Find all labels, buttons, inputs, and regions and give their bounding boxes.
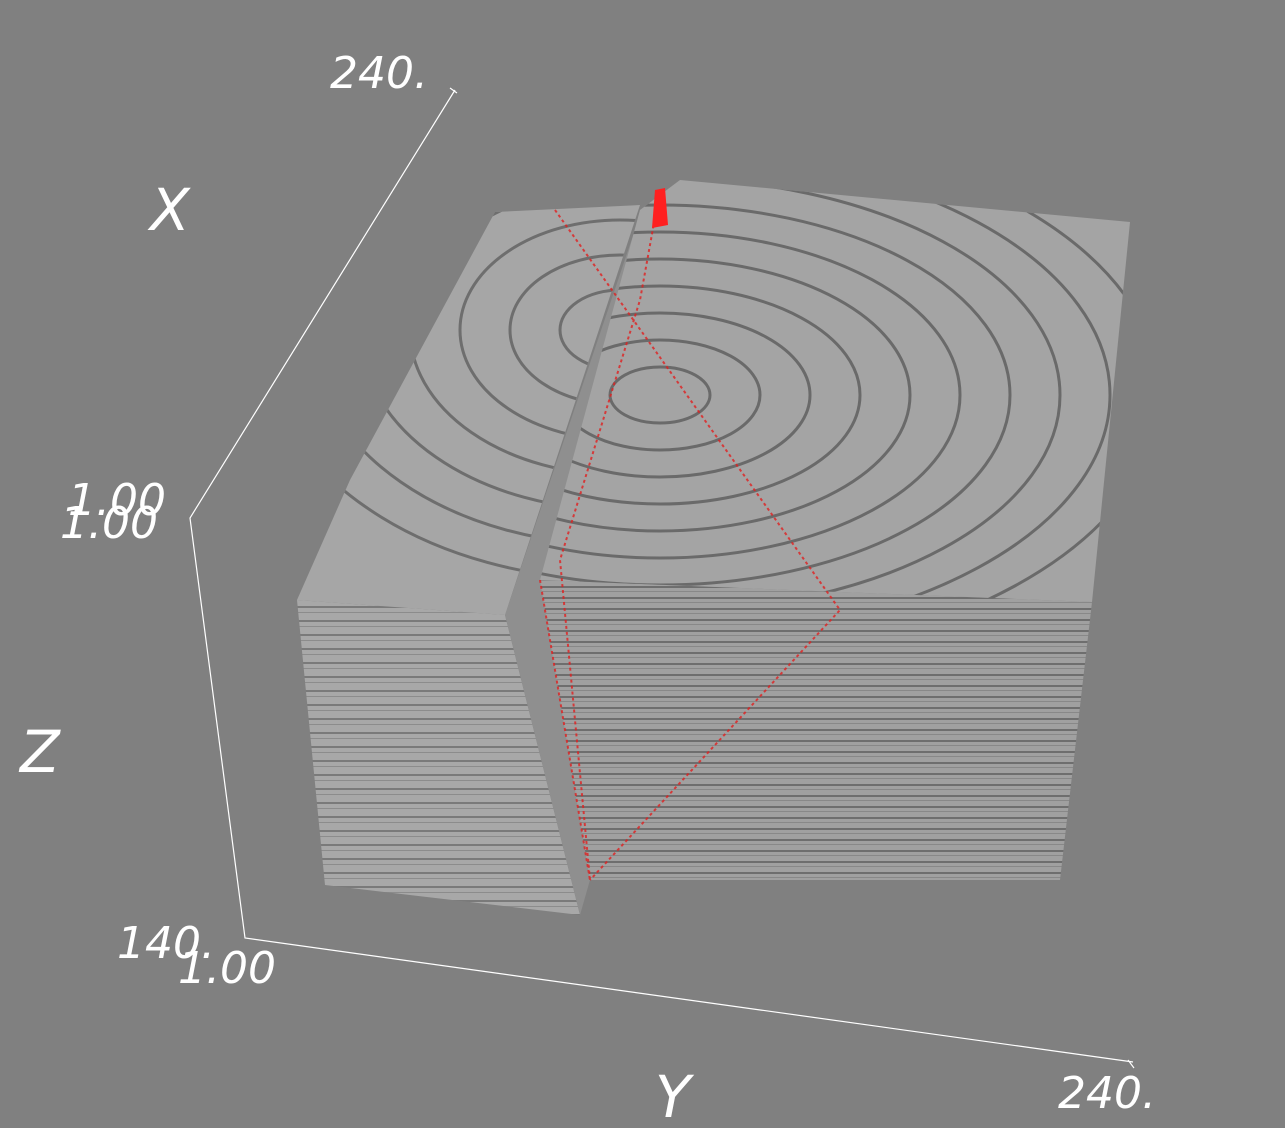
axis-lines xyxy=(189,89,1134,1063)
y-axis-min: 1.00 xyxy=(178,943,276,994)
z-axis-label: Z xyxy=(18,718,61,786)
y-axis-label: Y xyxy=(655,1063,695,1128)
y-axis-max: 240. xyxy=(1058,1068,1156,1119)
right-front-face xyxy=(540,580,1092,880)
z-axis-max: 140. xyxy=(117,918,215,969)
x-axis-max: 240. xyxy=(330,48,428,99)
fault-tip xyxy=(652,188,668,228)
axes-box xyxy=(189,87,1135,1069)
left-front-face xyxy=(297,600,580,915)
axis-tick xyxy=(1127,1059,1135,1069)
model-block xyxy=(297,180,1130,915)
axis-tick xyxy=(449,87,458,94)
left-top-face xyxy=(297,205,640,615)
x-axis-min: 1.00 xyxy=(68,475,166,526)
z-axis-min: 1.00 xyxy=(60,498,158,549)
x-axis-label: X xyxy=(147,176,191,244)
fault-plane xyxy=(539,189,842,881)
right-top-face xyxy=(540,180,1130,602)
